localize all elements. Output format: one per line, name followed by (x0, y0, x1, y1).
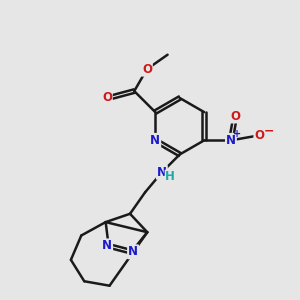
Text: N: N (226, 134, 236, 147)
Text: N: N (150, 134, 160, 147)
Text: O: O (102, 91, 112, 104)
Text: +: + (233, 129, 242, 139)
Text: O: O (254, 130, 264, 142)
Text: N: N (128, 245, 138, 258)
Text: O: O (230, 110, 240, 122)
Text: O: O (142, 63, 152, 76)
Text: N: N (157, 166, 167, 179)
Text: H: H (165, 170, 175, 183)
Text: N: N (102, 239, 112, 252)
Text: −: − (264, 124, 274, 137)
